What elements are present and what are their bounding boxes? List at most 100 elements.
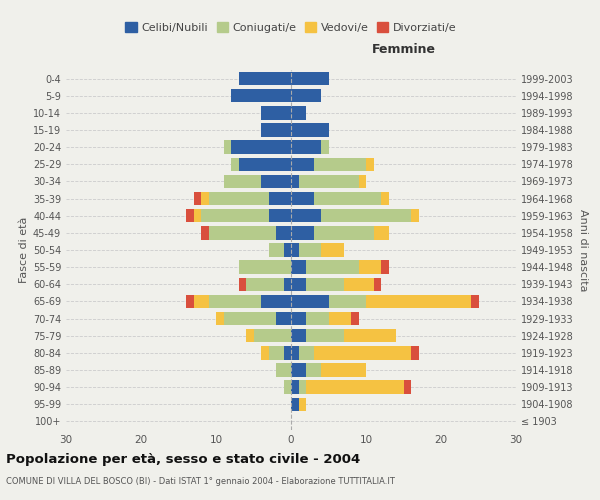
Bar	[321, 209, 411, 222]
Bar	[366, 294, 471, 308]
Bar	[359, 174, 366, 188]
Bar	[411, 346, 419, 360]
Bar	[373, 278, 381, 291]
Text: Femmine: Femmine	[371, 42, 436, 56]
Bar	[276, 312, 291, 326]
Bar	[366, 158, 373, 171]
Bar	[291, 312, 306, 326]
Bar	[284, 278, 291, 291]
Bar	[299, 380, 306, 394]
Bar	[231, 140, 291, 154]
Bar	[291, 244, 299, 256]
Bar	[231, 158, 239, 171]
Bar	[411, 209, 419, 222]
Bar	[269, 209, 291, 222]
Bar	[381, 260, 389, 274]
Bar	[306, 312, 329, 326]
Bar	[306, 380, 404, 394]
Bar	[306, 364, 321, 376]
Bar	[223, 174, 261, 188]
Bar	[193, 209, 201, 222]
Bar	[209, 226, 276, 239]
Bar	[269, 192, 291, 205]
Text: COMUNE DI VILLA DEL BOSCO (BI) - Dati ISTAT 1° gennaio 2004 - Elaborazione TUTTI: COMUNE DI VILLA DEL BOSCO (BI) - Dati IS…	[6, 478, 395, 486]
Bar	[246, 278, 284, 291]
Bar	[201, 192, 209, 205]
Bar	[291, 140, 321, 154]
Bar	[321, 140, 329, 154]
Bar	[359, 260, 381, 274]
Bar	[404, 380, 411, 394]
Bar	[321, 364, 366, 376]
Bar	[209, 294, 261, 308]
Bar	[261, 106, 291, 120]
Bar	[343, 278, 373, 291]
Bar	[201, 209, 269, 222]
Bar	[291, 174, 299, 188]
Bar	[239, 260, 291, 274]
Bar	[314, 226, 373, 239]
Bar	[291, 209, 321, 222]
Y-axis label: Fasce di età: Fasce di età	[19, 217, 29, 283]
Bar	[223, 312, 276, 326]
Bar	[299, 244, 321, 256]
Bar	[239, 278, 246, 291]
Bar	[186, 209, 193, 222]
Bar	[299, 346, 314, 360]
Bar	[306, 278, 343, 291]
Bar	[291, 398, 299, 411]
Bar	[306, 329, 343, 342]
Bar	[314, 346, 411, 360]
Bar	[201, 226, 209, 239]
Bar	[291, 158, 314, 171]
Bar	[291, 226, 314, 239]
Bar	[291, 364, 306, 376]
Bar	[276, 226, 291, 239]
Bar	[239, 158, 291, 171]
Bar	[299, 398, 306, 411]
Bar	[329, 294, 366, 308]
Bar	[209, 192, 269, 205]
Bar	[269, 346, 284, 360]
Bar	[186, 294, 193, 308]
Bar	[381, 192, 389, 205]
Bar	[291, 346, 299, 360]
Bar	[291, 278, 306, 291]
Bar	[261, 294, 291, 308]
Bar	[284, 346, 291, 360]
Bar	[269, 244, 284, 256]
Bar	[373, 226, 389, 239]
Y-axis label: Anni di nascita: Anni di nascita	[578, 209, 588, 291]
Bar	[291, 72, 329, 86]
Bar	[306, 260, 359, 274]
Bar	[261, 346, 269, 360]
Bar	[314, 158, 366, 171]
Bar	[246, 329, 254, 342]
Bar	[471, 294, 479, 308]
Bar	[291, 192, 314, 205]
Bar	[291, 260, 306, 274]
Bar	[299, 174, 359, 188]
Bar	[223, 140, 231, 154]
Bar	[254, 329, 291, 342]
Bar	[284, 244, 291, 256]
Bar	[216, 312, 223, 326]
Bar	[291, 294, 329, 308]
Bar	[351, 312, 359, 326]
Bar	[291, 329, 306, 342]
Bar	[276, 364, 291, 376]
Bar	[231, 89, 291, 102]
Text: Popolazione per età, sesso e stato civile - 2004: Popolazione per età, sesso e stato civil…	[6, 452, 360, 466]
Bar	[261, 174, 291, 188]
Bar	[321, 244, 343, 256]
Bar	[314, 192, 381, 205]
Bar	[239, 72, 291, 86]
Bar	[193, 192, 201, 205]
Bar	[193, 294, 209, 308]
Bar	[261, 124, 291, 136]
Bar	[291, 89, 321, 102]
Legend: Celibi/Nubili, Coniugati/e, Vedovi/e, Divorziati/e: Celibi/Nubili, Coniugati/e, Vedovi/e, Di…	[121, 18, 461, 38]
Bar	[291, 106, 306, 120]
Bar	[291, 124, 329, 136]
Bar	[329, 312, 351, 326]
